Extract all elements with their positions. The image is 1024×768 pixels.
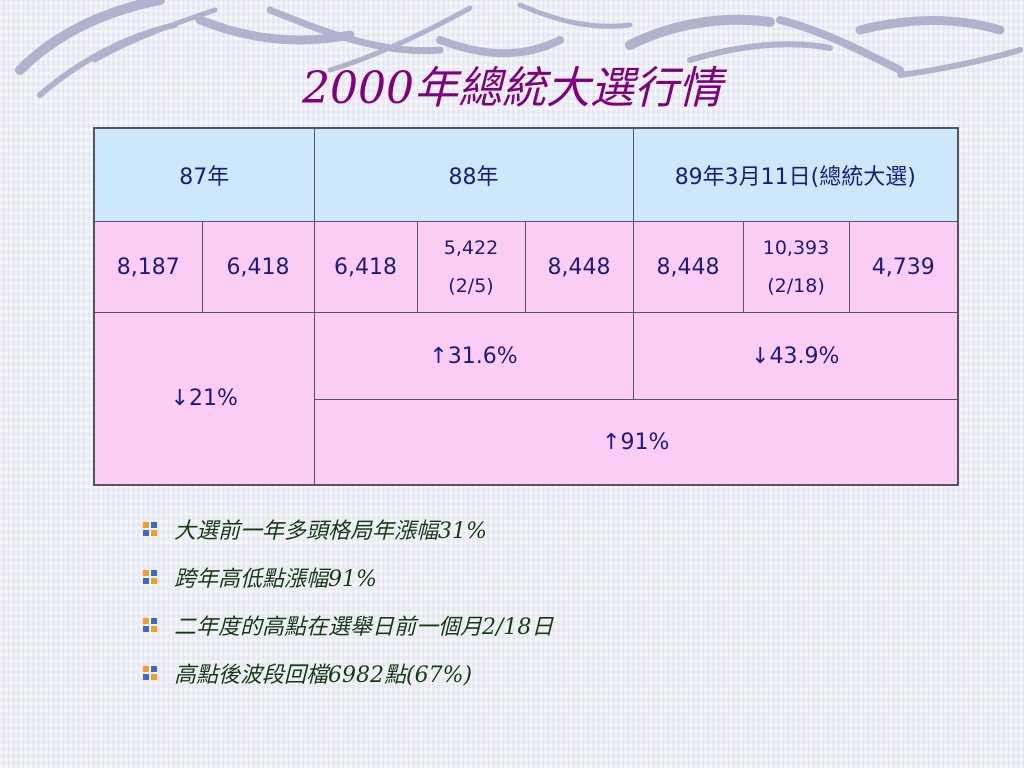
change-88: ↑31.6% [313, 312, 634, 400]
header-year-88: 88年 [313, 127, 634, 222]
value-89-high-number: 10,393 [762, 237, 830, 259]
value-89-end: 4,739 [848, 221, 959, 313]
bullet-icon [143, 666, 157, 680]
table-cross-year-row: ↑91% [94, 399, 959, 486]
change-89: ↓43.9% [632, 312, 959, 400]
value-88-low-number: 5,422 [443, 237, 499, 259]
list-item: 高點後波段回檔6982點(67%) [142, 649, 553, 697]
value-88-low-date: (2/5) [448, 275, 494, 297]
change-cross-year: ↑91% [313, 399, 959, 486]
market-table: 87年 88年 89年3月11日(總統大選) 8,187 6,418 6,418… [93, 127, 960, 486]
list-item: 二年度的高點在選舉日前一個月2/18日 [142, 601, 553, 649]
bullet-list: 大選前一年多頭格局年漲幅31% 跨年高低點漲幅91% 二年度的高點在選舉日前一個… [142, 505, 553, 697]
bullet-text: 大選前一年多頭格局年漲幅31% [174, 519, 487, 544]
table-values-row: 8,187 6,418 6,418 5,422 (2/5) 8,448 8,44… [93, 221, 959, 313]
value-89-high: 10,393 (2/18) [742, 221, 850, 313]
bullet-text: 二年度的高點在選舉日前一個月2/18日 [174, 615, 554, 640]
table-header-row: 87年 88年 89年3月11日(總統大選) [93, 127, 959, 222]
list-item: 跨年高低點漲幅91% [142, 553, 553, 601]
value-87-start: 8,187 [93, 221, 203, 313]
value-88-low: 5,422 (2/5) [416, 221, 526, 313]
change-87: ↓21% [93, 312, 315, 486]
value-88-start: 6,418 [313, 221, 418, 313]
bullet-text: 高點後波段回檔6982點(67%) [174, 663, 473, 688]
list-item: 大選前一年多頭格局年漲幅31% [142, 505, 553, 553]
table-change-row: ↓21% ↑31.6% ↓43.9% [93, 312, 959, 486]
bullet-icon [143, 570, 157, 584]
bullet-icon [143, 618, 157, 632]
slide-title: 2000年總統大選行情 [302, 63, 722, 114]
value-89-high-date: (2/18) [767, 275, 825, 297]
bullet-icon [143, 522, 157, 536]
value-89-start: 8,448 [632, 221, 744, 313]
header-year-89: 89年3月11日(總統大選) [632, 127, 959, 222]
bullet-text: 跨年高低點漲幅91% [174, 567, 377, 592]
value-88-end: 8,448 [524, 221, 634, 313]
decorative-swirls [15, 0, 1023, 98]
value-87-end: 6,418 [201, 221, 315, 313]
header-year-87: 87年 [93, 127, 315, 222]
